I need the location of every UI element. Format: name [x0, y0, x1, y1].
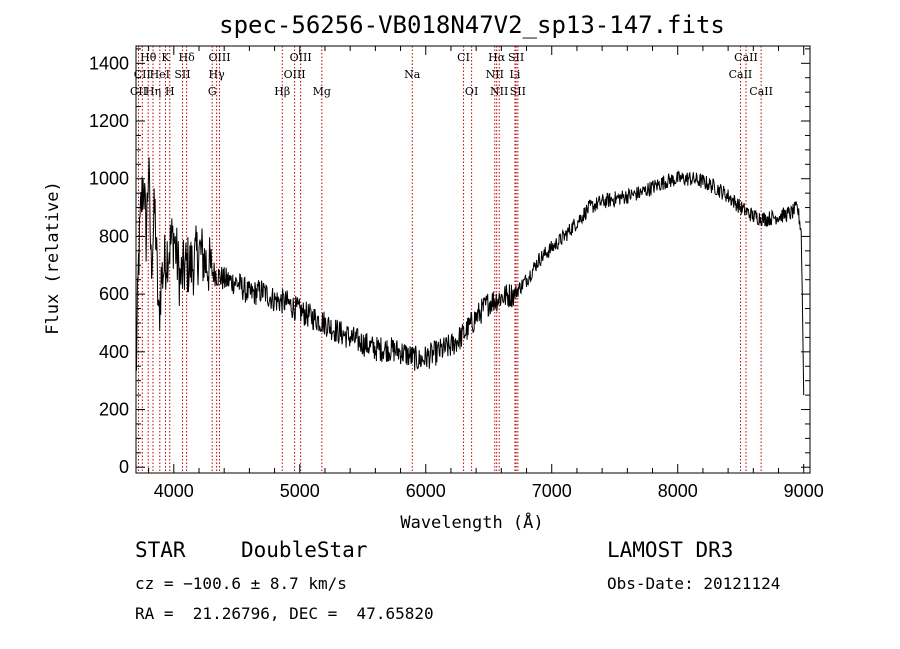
emission-line-label: CaII: [729, 68, 753, 81]
emission-line-label: NII: [490, 85, 508, 98]
emission-line-label: OIII: [208, 51, 230, 64]
emission-line-label: Hγ: [209, 68, 226, 81]
emission-line-label: SII: [508, 51, 524, 64]
emission-line-label: HeI: [150, 68, 170, 81]
emission-line-label: Li: [510, 68, 521, 81]
emission-line-label: H: [165, 85, 175, 98]
emission-line-label: Na: [404, 68, 421, 81]
emission-line-label: SII: [174, 68, 190, 81]
x-tick-label: 9000: [784, 481, 824, 501]
coordinates: RA = 21.26796, DEC = 47.65820: [135, 604, 434, 623]
y-tick-label: 400: [99, 342, 129, 362]
emission-line-label: CaII: [749, 85, 773, 98]
emission-line-label: OIII: [284, 68, 306, 81]
emission-line-label: Hβ: [274, 85, 290, 98]
emission-line-label: OI: [465, 85, 478, 98]
emission-line-label: SII: [510, 85, 526, 98]
plot-frame: [135, 45, 811, 474]
object-class: STAR: [135, 538, 186, 562]
y-tick-label: 800: [99, 226, 129, 246]
y-tick-label: 1000: [89, 169, 129, 189]
emission-line-label: Hα: [488, 51, 506, 64]
y-tick-label: 1400: [89, 53, 129, 73]
emission-line-label: CI: [457, 51, 470, 64]
emission-line-label: NII: [486, 68, 504, 81]
emission-line-label: Hη: [145, 85, 161, 98]
redshift-cz: cz = −100.6 ± 8.7 km/s: [135, 574, 347, 593]
emission-line-label: G: [208, 85, 217, 98]
x-tick-label: 8000: [658, 481, 698, 501]
emission-line-label: Hθ: [140, 51, 157, 64]
y-tick-label: 600: [99, 284, 129, 304]
emission-line-label: OIII: [290, 51, 312, 64]
x-tick-label: 6000: [406, 481, 446, 501]
chart-title: spec-56256-VB018N47V2_sp13-147.fits: [219, 11, 725, 39]
emission-line-label: Hδ: [179, 51, 196, 64]
emission-line-label: CII: [130, 85, 147, 98]
emission-line-markers: [138, 46, 762, 473]
obs-date: Obs-Date: 20121124: [607, 574, 781, 593]
emission-line-label: CaII: [734, 51, 758, 64]
x-axis-label: Wavelength (Å): [400, 511, 543, 533]
x-tick-label: 4000: [154, 481, 194, 501]
y-tick-label: 0: [119, 457, 129, 477]
y-tick-label: 1200: [89, 111, 129, 131]
x-tick-label: 5000: [280, 481, 320, 501]
emission-line-label: K: [161, 51, 170, 64]
x-tick-label: 7000: [532, 481, 572, 501]
y-tick-label: 200: [99, 400, 129, 420]
survey-name: LAMOST DR3: [607, 538, 734, 562]
axis-ticks: 4000 5000 6000 7000 8000 9000 0 200 400 600 800 100…: [89, 46, 824, 501]
object-subclass: DoubleStar: [241, 538, 368, 562]
spectrum-line: [135, 157, 805, 396]
y-axis-label: Flux (relative): [43, 181, 63, 335]
emission-line-label: Mg: [313, 85, 331, 98]
